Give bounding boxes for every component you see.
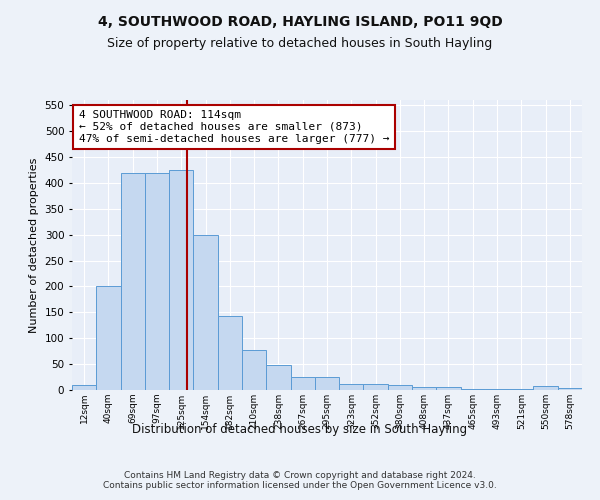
Text: Size of property relative to detached houses in South Hayling: Size of property relative to detached ho…: [107, 38, 493, 51]
Bar: [364, 384, 388, 390]
Bar: [193, 234, 218, 390]
Text: Distribution of detached houses by size in South Hayling: Distribution of detached houses by size …: [133, 422, 467, 436]
Y-axis label: Number of detached properties: Number of detached properties: [29, 158, 39, 332]
Bar: [218, 316, 242, 390]
Bar: [242, 350, 266, 390]
Text: 4 SOUTHWOOD ROAD: 114sqm
← 52% of detached houses are smaller (873)
47% of semi-: 4 SOUTHWOOD ROAD: 114sqm ← 52% of detach…: [79, 110, 389, 144]
Bar: [509, 389, 533, 390]
Text: 4, SOUTHWOOD ROAD, HAYLING ISLAND, PO11 9QD: 4, SOUTHWOOD ROAD, HAYLING ISLAND, PO11 …: [98, 15, 502, 29]
Bar: [72, 385, 96, 390]
Bar: [558, 388, 582, 390]
Bar: [533, 386, 558, 390]
Bar: [388, 385, 412, 390]
Bar: [290, 377, 315, 390]
Bar: [121, 172, 145, 390]
Bar: [96, 286, 121, 390]
Text: Contains HM Land Registry data © Crown copyright and database right 2024.
Contai: Contains HM Land Registry data © Crown c…: [103, 470, 497, 490]
Bar: [266, 364, 290, 390]
Bar: [436, 388, 461, 390]
Bar: [169, 170, 193, 390]
Bar: [461, 389, 485, 390]
Bar: [315, 377, 339, 390]
Bar: [339, 384, 364, 390]
Bar: [485, 389, 509, 390]
Bar: [145, 172, 169, 390]
Bar: [412, 388, 436, 390]
